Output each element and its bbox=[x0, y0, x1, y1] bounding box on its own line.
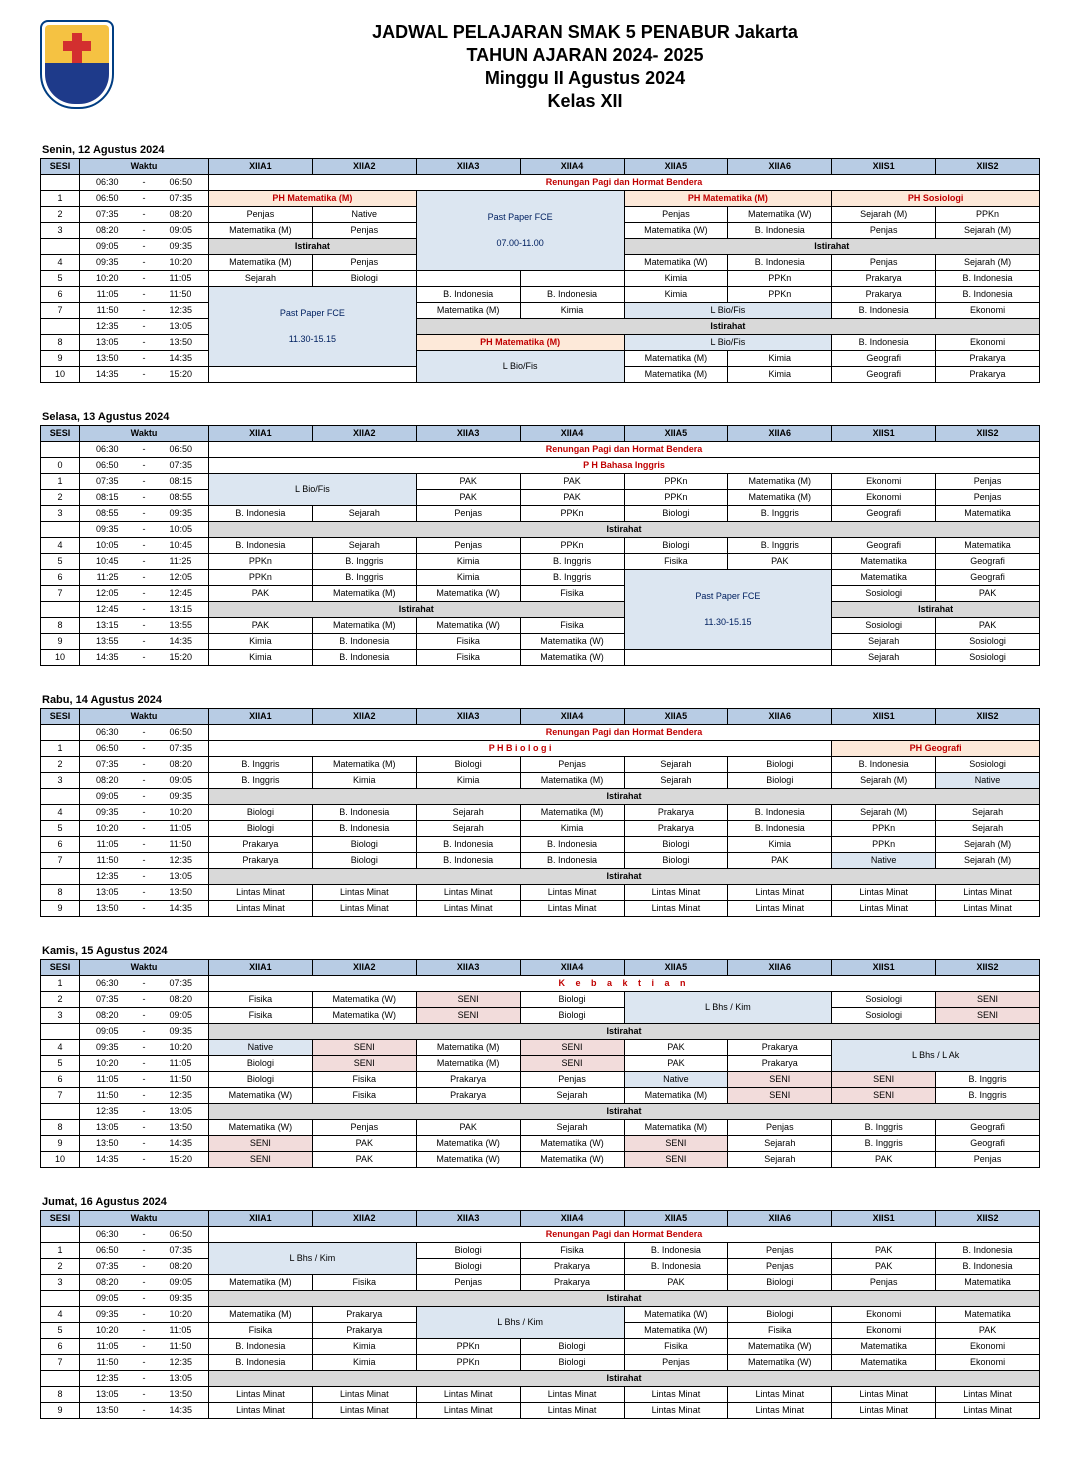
day-title: Selasa, 13 Agustus 2024 bbox=[40, 411, 1040, 423]
col-s1: XIIS1 bbox=[832, 159, 936, 175]
page-header: JADWAL PELAJARAN SMAK 5 PENABUR Jakarta … bbox=[40, 20, 1040, 114]
day-title: Rabu, 14 Agustus 2024 bbox=[40, 694, 1040, 706]
col-a5: XIIA5 bbox=[624, 159, 728, 175]
col-a6: XIIA6 bbox=[728, 159, 832, 175]
school-logo bbox=[40, 20, 110, 105]
col-a3: XIIA3 bbox=[416, 159, 520, 175]
day-wednesday: Rabu, 14 Agustus 2024 SESIWaktuXIIA1XIIA… bbox=[40, 694, 1040, 917]
col-a4: XIIA4 bbox=[520, 159, 624, 175]
schedule-table-monday: SESI Waktu XIIA1 XIIA2 XIIA3 XIIA4 XIIA5… bbox=[40, 158, 1040, 383]
day-monday: Senin, 12 Agustus 2024 SESI Waktu XIIA1 … bbox=[40, 144, 1040, 383]
col-a2: XIIA2 bbox=[312, 159, 416, 175]
header-row: SESI Waktu XIIA1 XIIA2 XIIA3 XIIA4 XIIA5… bbox=[41, 159, 1040, 175]
day-title: Kamis, 15 Agustus 2024 bbox=[40, 945, 1040, 957]
title-line3: Minggu II Agustus 2024 bbox=[130, 68, 1040, 89]
day-friday: Jumat, 16 Agustus 2024 SESIWaktuXIIA1XII… bbox=[40, 1196, 1040, 1419]
day-title: Senin, 12 Agustus 2024 bbox=[40, 144, 1040, 156]
day-tuesday: Selasa, 13 Agustus 2024 SESIWaktuXIIA1XI… bbox=[40, 411, 1040, 666]
day-title: Jumat, 16 Agustus 2024 bbox=[40, 1196, 1040, 1208]
col-sesi: SESI bbox=[41, 159, 80, 175]
title-line2: TAHUN AJARAN 2024- 2025 bbox=[130, 45, 1040, 66]
title-block: JADWAL PELAJARAN SMAK 5 PENABUR Jakarta … bbox=[130, 20, 1040, 114]
title-line1: JADWAL PELAJARAN SMAK 5 PENABUR Jakarta bbox=[130, 22, 1040, 43]
schedule-table-thursday: SESIWaktuXIIA1XIIA2XIIA3XIIA4XIIA5XIIA6X… bbox=[40, 959, 1040, 1168]
title-line4: Kelas XII bbox=[130, 91, 1040, 112]
col-a1: XIIA1 bbox=[209, 159, 313, 175]
col-s2: XIIS2 bbox=[936, 159, 1040, 175]
col-waktu: Waktu bbox=[80, 159, 209, 175]
schedule-table-friday: SESIWaktuXIIA1XIIA2XIIA3XIIA4XIIA5XIIA6X… bbox=[40, 1210, 1040, 1419]
schedule-table-wednesday: SESIWaktuXIIA1XIIA2XIIA3XIIA4XIIA5XIIA6X… bbox=[40, 708, 1040, 917]
schedule-table-tuesday: SESIWaktuXIIA1XIIA2XIIA3XIIA4XIIA5XIIA6X… bbox=[40, 425, 1040, 666]
day-thursday: Kamis, 15 Agustus 2024 SESIWaktuXIIA1XII… bbox=[40, 945, 1040, 1168]
